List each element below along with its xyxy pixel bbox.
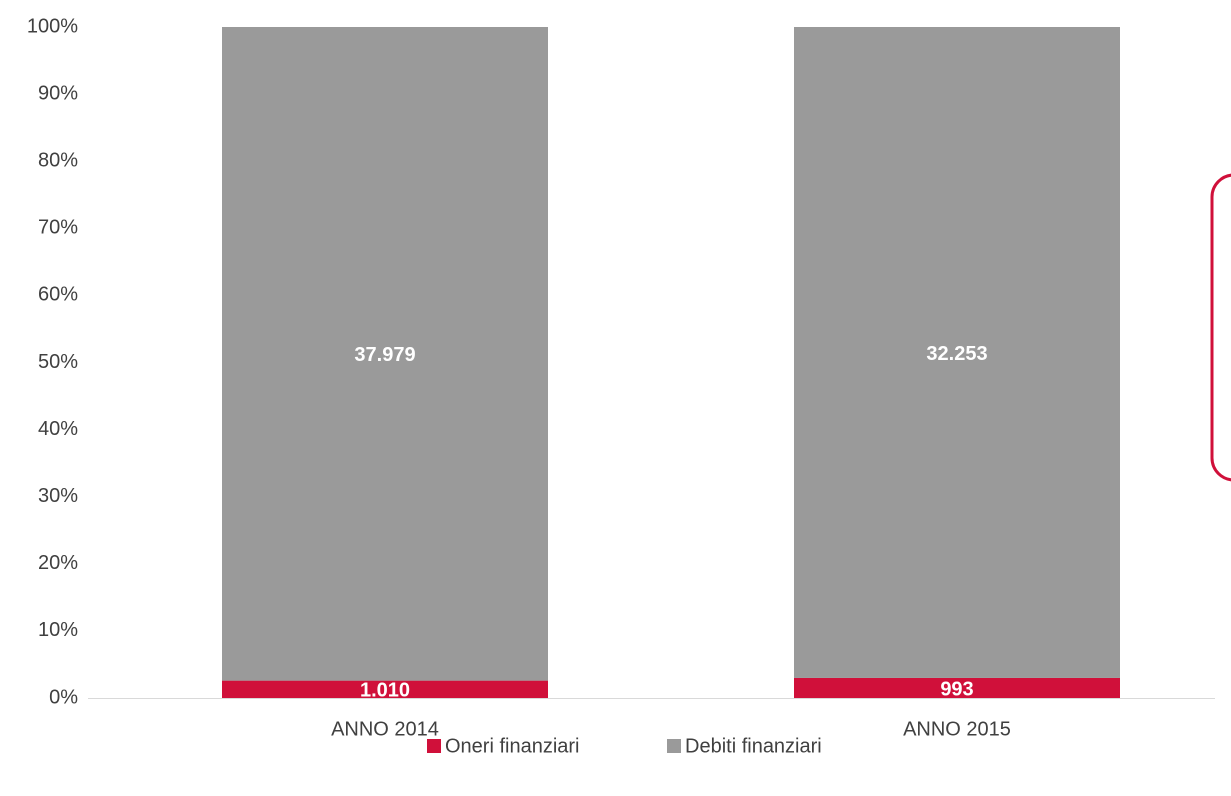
y-tick-label: 40% bbox=[38, 418, 78, 440]
value-label: 37.979 bbox=[354, 344, 415, 366]
bar-segment bbox=[794, 677, 1120, 698]
y-tick-label: 60% bbox=[38, 284, 78, 306]
legend-label: Oneri finanziari bbox=[445, 735, 580, 757]
legend-swatch bbox=[427, 739, 441, 753]
y-tick-label: 0% bbox=[49, 686, 78, 708]
value-label: 993 bbox=[940, 678, 973, 700]
legend-label: Debiti finanziari bbox=[685, 735, 822, 757]
y-tick-label: 90% bbox=[38, 82, 78, 104]
callout-frame bbox=[1210, 173, 1231, 482]
bar-segment bbox=[222, 680, 548, 698]
bar-segment bbox=[222, 27, 548, 681]
x-tick-label: ANNO 2014 bbox=[331, 718, 439, 740]
y-tick-label: 30% bbox=[38, 485, 78, 507]
value-label: 32.253 bbox=[926, 343, 987, 365]
y-tick-label: 50% bbox=[38, 351, 78, 373]
y-tick-label: 100% bbox=[27, 15, 78, 37]
y-tick-label: 10% bbox=[38, 619, 78, 641]
y-tick-label: 70% bbox=[38, 217, 78, 239]
bar-segment bbox=[794, 27, 1120, 678]
x-tick-label: ANNO 2015 bbox=[903, 718, 1011, 740]
legend-swatch bbox=[667, 739, 681, 753]
y-tick-label: 80% bbox=[38, 149, 78, 171]
value-label: 1.010 bbox=[360, 680, 410, 702]
y-tick-label: 20% bbox=[38, 552, 78, 574]
